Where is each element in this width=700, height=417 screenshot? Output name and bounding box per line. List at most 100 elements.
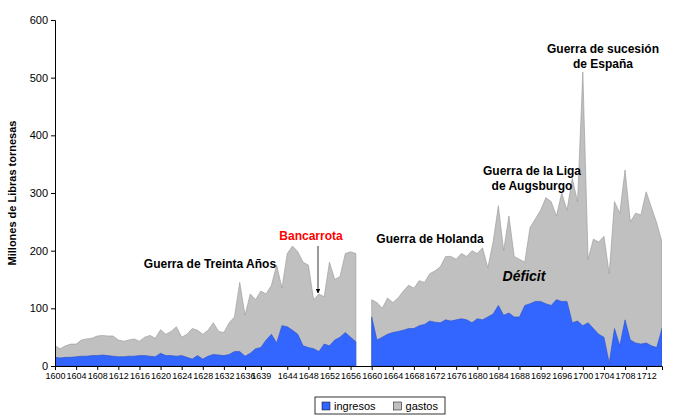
x-tick-mark: [604, 366, 605, 370]
x-tick-mark: [261, 366, 262, 370]
annotation: Bancarrota: [279, 229, 343, 243]
y-axis: 0 100 200 300 400 500 600: [30, 14, 56, 372]
x-tick-mark: [541, 366, 542, 370]
legend-label: ingresos: [334, 400, 376, 412]
y-tick-label: 300: [30, 187, 48, 199]
x-tick-label: 1616: [130, 371, 150, 381]
x-axis-line: [56, 367, 663, 371]
x-tick-label: 1612: [109, 371, 129, 381]
x-tick: 1628: [193, 366, 213, 381]
x-tick-mark: [625, 366, 626, 370]
x-tick: 1600: [45, 366, 65, 381]
x-tick-mark: [372, 366, 373, 370]
x-tick-label: 1660: [362, 371, 382, 381]
area-ingresos: [55, 300, 662, 366]
annotation: Déficit: [503, 268, 547, 284]
x-tick: 1668: [404, 366, 424, 381]
x-tick-mark: [203, 366, 204, 370]
y-tick: 300: [30, 187, 55, 199]
x-tick-label: 1692: [531, 371, 551, 381]
y-tick-mark: [51, 366, 55, 367]
x-tick-mark: [118, 366, 119, 370]
x-tick-mark: [646, 366, 647, 370]
x-tick: 1632: [214, 366, 234, 381]
x-tick: 1608: [88, 366, 108, 381]
y-tick-mark: [51, 251, 55, 252]
chart-svg: 1600160416081612161616201624162816321636…: [0, 0, 700, 417]
y-tick: 600: [30, 14, 55, 26]
x-tick-label: 1696: [552, 371, 572, 381]
y-tick-mark: [51, 20, 55, 21]
legend-swatch: [394, 402, 402, 410]
x-tick-mark: [76, 366, 77, 370]
x-tick: 1680: [468, 366, 488, 381]
y-axis-line: [51, 21, 56, 367]
y-tick-label: 400: [30, 129, 48, 141]
y-tick-label: 200: [30, 245, 48, 257]
x-tick: 1656: [341, 366, 361, 381]
legend-item: gastos: [394, 400, 439, 412]
x-tick-label: 1688: [510, 371, 530, 381]
x-tick-mark: [287, 366, 288, 370]
x-tick-label: 1639: [251, 371, 271, 381]
annotation: de España: [573, 57, 633, 71]
x-tick-label: 1700: [573, 371, 593, 381]
x-tick: 1704: [594, 366, 614, 381]
x-tick-mark: [161, 366, 162, 370]
annotation: Guerra de Treinta Años: [144, 257, 277, 271]
x-tick: 1639: [251, 366, 271, 381]
x-tick-mark: [245, 366, 246, 370]
y-tick-label: 600: [30, 14, 48, 26]
x-tick-label: 1644: [278, 371, 298, 381]
area-gastos: [55, 72, 662, 366]
x-tick-label: 1656: [341, 371, 361, 381]
x-tick-mark: [224, 366, 225, 370]
annotation: Guerra de Holanda: [376, 232, 484, 246]
x-tick-mark: [308, 366, 309, 370]
x-tick-mark: [562, 366, 563, 370]
x-tick-label: 1668: [404, 371, 424, 381]
x-tick-mark: [498, 366, 499, 370]
x-tick: 1684: [489, 366, 509, 381]
y-tick-mark: [51, 78, 55, 79]
x-tick-mark: [182, 366, 183, 370]
x-tick-label: 1620: [151, 371, 171, 381]
y-tick: 500: [30, 72, 55, 84]
x-tick-mark: [583, 366, 584, 370]
x-tick-label: 1712: [637, 371, 657, 381]
y-tick: 0: [42, 360, 55, 372]
x-tick-mark: [435, 366, 436, 370]
x-tick-mark: [97, 366, 98, 370]
x-tick-mark: [456, 366, 457, 370]
x-tick-label: 1652: [320, 371, 340, 381]
x-tick-label: 1604: [67, 371, 87, 381]
x-axis: 1600160416081612161616201624162816321636…: [45, 366, 662, 381]
x-tick: 1648: [299, 366, 319, 381]
x-tick: 1712: [637, 366, 657, 381]
y-tick: 400: [30, 129, 55, 141]
x-tick-label: 1680: [468, 371, 488, 381]
y-tick: 200: [30, 245, 55, 257]
x-tick-mark: [414, 366, 415, 370]
x-tick: 1688: [510, 366, 530, 381]
x-tick-label: 1684: [489, 371, 509, 381]
y-tick-label: 100: [30, 302, 48, 314]
legend-box: [315, 397, 445, 414]
x-tick: 1696: [552, 366, 572, 381]
x-tick-label: 1664: [383, 371, 403, 381]
legend: ingresos gastos: [315, 397, 445, 414]
x-tick-label: 1628: [193, 371, 213, 381]
y-axis-title: Millones de Libras tornesas: [6, 121, 18, 266]
annotation: Guerra de sucesión: [547, 42, 659, 56]
y-tick-label: 0: [42, 360, 48, 372]
x-tick: 1616: [130, 366, 150, 381]
x-tick: 1612: [109, 366, 129, 381]
x-tick-mark: [351, 366, 352, 370]
x-tick-label: 1600: [45, 371, 65, 381]
y-tick: 100: [30, 302, 55, 314]
x-tick: 1644: [278, 366, 298, 381]
y-tick-mark: [51, 308, 55, 309]
legend-item: ingresos: [322, 400, 376, 412]
annotation: Guerra de la Liga: [483, 164, 581, 178]
legend-swatch: [322, 402, 330, 410]
